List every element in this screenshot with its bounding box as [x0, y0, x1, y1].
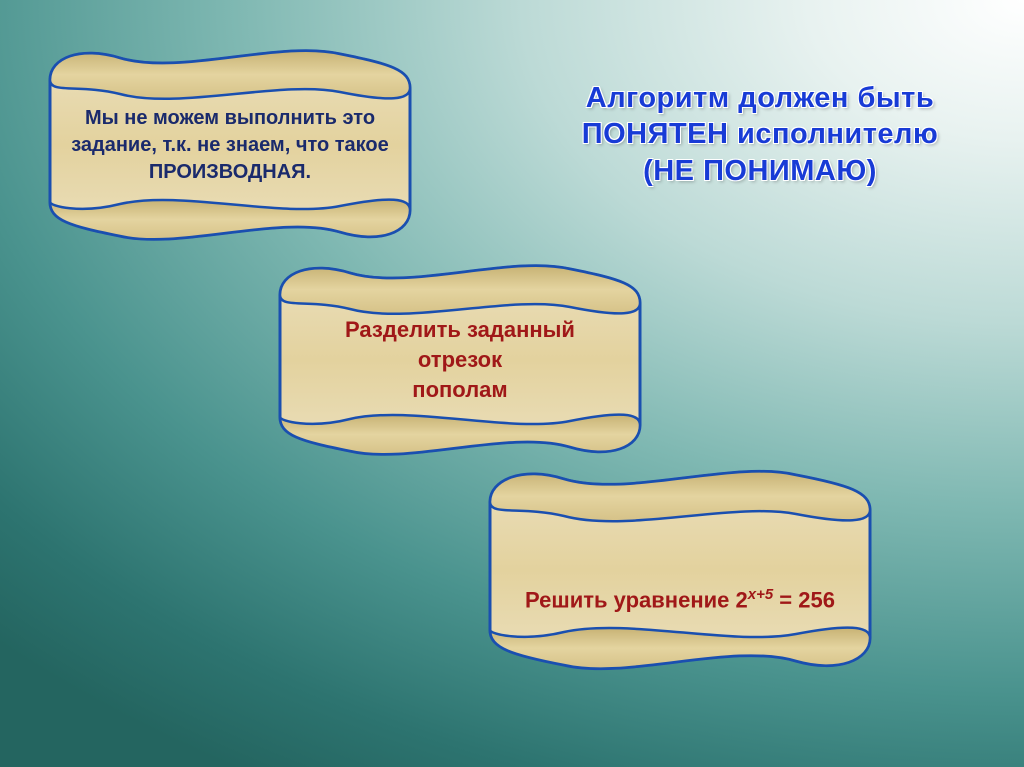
scroll3-suffix: = 256	[773, 587, 835, 612]
scroll3-exponent: x+5	[748, 586, 773, 603]
scroll2-line2: пополам	[412, 377, 507, 402]
heading-line2: ПОНЯТЕН исполнителю	[582, 118, 939, 150]
scroll1-line3: ПРОИЗВОДНАЯ.	[149, 161, 311, 183]
heading-line3: (НЕ ПОНИМАЮ)	[643, 155, 877, 187]
slide-heading: Алгоритм должен быть ПОНЯТЕН исполнителю…	[525, 80, 995, 189]
scroll1-line2: задание, т.к. не знаем, что такое	[71, 134, 389, 156]
heading-line1: Алгоритм должен быть	[586, 82, 934, 114]
scroll-card-3: Решить уравнение 2x+5 = 256	[480, 460, 880, 680]
scroll-card-1: Мы не можем выполнить это задание, т.к. …	[40, 40, 420, 250]
scroll-card-2: Разделить заданный отрезок пополам	[270, 255, 650, 465]
scroll3-text: Решить уравнение 2x+5 = 256	[510, 560, 850, 640]
scroll2-line1: Разделить заданный отрезок	[345, 317, 575, 372]
scroll3-prefix: Решить уравнение 2	[525, 587, 748, 612]
scroll2-text: Разделить заданный отрезок пополам	[300, 310, 620, 410]
scroll1-text: Мы не можем выполнить это задание, т.к. …	[70, 95, 390, 195]
scroll1-line1: Мы не можем выполнить это	[85, 107, 375, 129]
